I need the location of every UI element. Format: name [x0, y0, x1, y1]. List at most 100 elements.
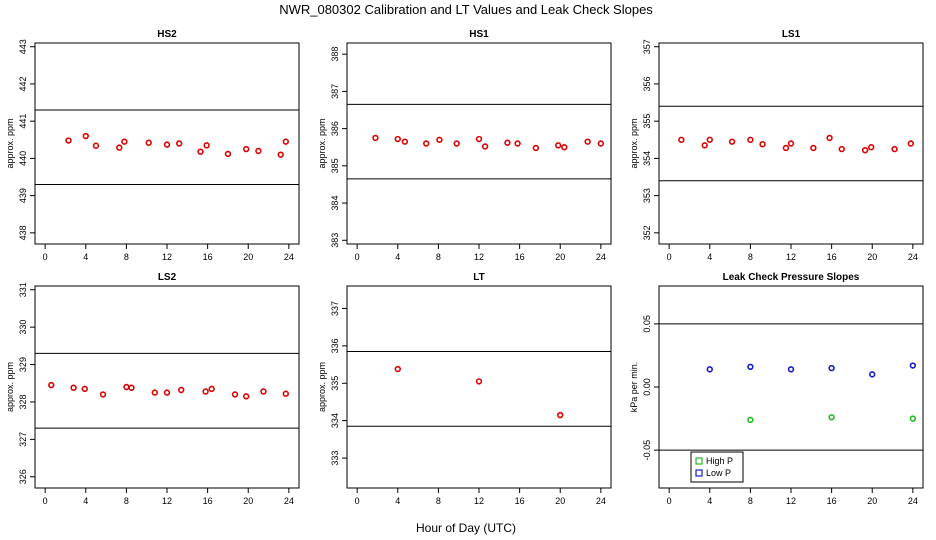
x-tick-label: 4	[707, 496, 712, 506]
x-tick-label: 16	[827, 496, 837, 506]
x-tick-label: 0	[355, 496, 360, 506]
y-axis-label: approx. ppm	[629, 118, 639, 168]
data-point	[561, 144, 568, 151]
data-point	[197, 148, 204, 155]
legend-swatch	[695, 469, 703, 477]
legend-entry: High P	[706, 456, 733, 466]
data-point	[123, 383, 130, 391]
legend: High P Low P	[690, 451, 744, 483]
plot-frame	[346, 285, 612, 489]
data-point	[203, 142, 210, 149]
data-point	[282, 390, 289, 397]
data-point	[243, 145, 250, 153]
data-point	[554, 142, 562, 149]
data-point	[838, 145, 845, 153]
panel-title: HS1	[469, 29, 489, 40]
data-point	[706, 366, 713, 373]
data-point	[787, 140, 795, 147]
data-point	[282, 138, 289, 145]
data-point	[436, 136, 443, 143]
data-point	[151, 389, 159, 396]
x-tick-label: 12	[474, 496, 484, 506]
x-tick-label: 0	[43, 496, 48, 506]
x-tick-label: 16	[203, 252, 213, 262]
data-point	[81, 385, 88, 393]
y-tick-label: 357	[642, 39, 652, 54]
panel-title: HS2	[157, 29, 177, 40]
x-tick-label: 4	[83, 252, 88, 262]
y-tick-label: 0.00	[642, 378, 652, 396]
y-tick-label: 330	[18, 320, 28, 335]
figure-xlabel: Hour of Day (UTC)	[416, 521, 516, 535]
data-point	[532, 144, 540, 152]
y-tick-label: 441	[18, 114, 28, 129]
x-tick-label: 8	[748, 252, 753, 262]
y-tick-label: 386	[330, 121, 340, 136]
x-tick-label: 8	[436, 252, 441, 262]
data-point	[255, 147, 262, 155]
data-point	[701, 142, 708, 149]
data-point	[145, 139, 152, 146]
y-tick-label: 327	[18, 432, 28, 447]
y-tick-label: 355	[642, 114, 652, 129]
data-point	[909, 415, 917, 422]
data-point	[597, 140, 605, 147]
x-tick-label: 12	[162, 252, 172, 262]
data-point	[224, 150, 232, 158]
data-point	[678, 136, 685, 143]
x-tick-label: 4	[707, 252, 712, 262]
y-tick-label: 356	[642, 76, 652, 91]
y-tick-label: 443	[18, 39, 28, 54]
x-tick-label: 0	[355, 252, 360, 262]
data-point	[99, 391, 107, 398]
y-tick-label: 335	[330, 376, 340, 391]
x-tick-label: 8	[124, 496, 129, 506]
x-tick-label: 8	[748, 496, 753, 506]
data-point	[868, 144, 875, 151]
y-axis-label: kPa per min.	[629, 362, 639, 413]
x-tick-label: 24	[908, 496, 918, 506]
x-tick-label: 4	[83, 496, 88, 506]
panel-leak: Leak Check Pressure Slopes 0 4 8 12 16 20 24 -0.…	[629, 272, 924, 506]
x-tick-label: 20	[555, 496, 565, 506]
x-tick-label: 8	[436, 496, 441, 506]
data-point	[747, 416, 754, 424]
data-point	[810, 144, 817, 152]
panel-lt: LT 0 4 8 12 16 20 24 333 334 335 336 337 approx. ppm	[317, 272, 612, 506]
data-point	[372, 134, 379, 142]
x-tick-label: 24	[284, 252, 294, 262]
data-point	[475, 135, 483, 143]
data-point	[243, 393, 250, 400]
data-point	[826, 134, 833, 142]
data-point	[453, 140, 460, 147]
data-point	[706, 136, 713, 143]
x-tick-label: 16	[827, 252, 837, 262]
data-point	[65, 137, 72, 144]
data-point	[747, 363, 754, 370]
panel-title: LS2	[158, 272, 177, 283]
y-tick-label: 328	[18, 394, 28, 409]
data-point	[747, 136, 754, 143]
panel-hs1: HS1 0 4 8 12 16 20 24 383 384 385 386 387 388 approx. …	[317, 29, 612, 262]
data-point	[787, 366, 795, 373]
data-point	[557, 411, 564, 419]
data-point	[475, 378, 483, 385]
x-tick-label: 0	[667, 252, 672, 262]
data-point	[48, 381, 55, 389]
y-tick-label: 385	[330, 158, 340, 173]
figure-title: NWR_080302 Calibration and LT Values and…	[279, 2, 653, 17]
y-tick-label: 354	[642, 151, 652, 166]
data-point	[891, 145, 898, 153]
plot-frame	[346, 42, 612, 245]
data-point	[481, 143, 489, 150]
x-tick-label: 12	[474, 252, 484, 262]
data-point	[128, 384, 135, 391]
data-point	[116, 144, 123, 151]
data-point	[828, 364, 835, 372]
y-tick-label: 388	[330, 47, 340, 62]
y-tick-label: 329	[18, 357, 28, 372]
panel-ls2: LS2 0 4 8 12 16 20 24 326 327 328 329 330 331 approx. …	[5, 272, 300, 506]
x-tick-label: 24	[596, 252, 606, 262]
x-tick-label: 20	[867, 252, 877, 262]
